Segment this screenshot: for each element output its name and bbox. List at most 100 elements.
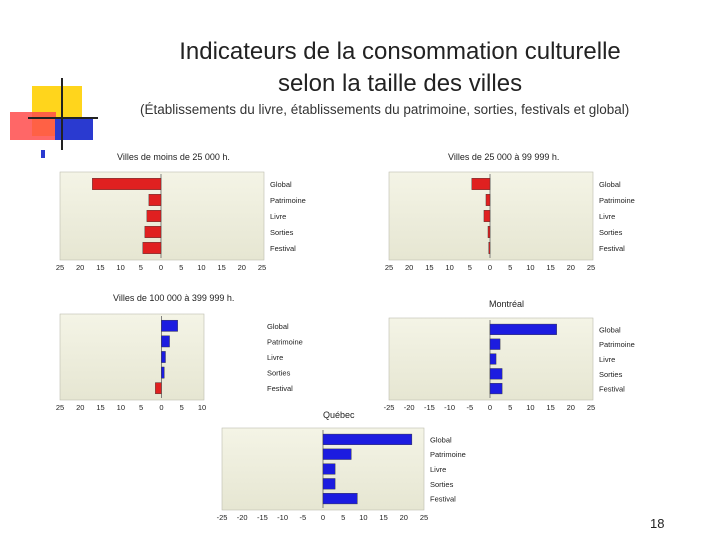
chart-title-quebec: Québec (323, 410, 355, 420)
bar-festival (489, 383, 503, 395)
decor-small-blue-mark (41, 150, 45, 158)
category-label-festival: Festival (270, 244, 296, 253)
bar-livre (483, 210, 491, 222)
bar-patrimoine (485, 194, 491, 206)
bar-sorties (144, 226, 162, 238)
x-tick-label: 20 (76, 263, 84, 272)
category-label-patrimoine: Patrimoine (599, 340, 635, 349)
x-tick-label: 10 (526, 403, 534, 412)
x-tick-label: 15 (546, 403, 554, 412)
category-label-livre: Livre (270, 212, 286, 221)
category-label-livre: Livre (430, 465, 446, 474)
category-label-global: Global (267, 322, 289, 331)
x-tick-label: 15 (546, 263, 554, 272)
bar-festival (488, 242, 491, 254)
x-tick-label: 0 (321, 513, 325, 522)
bar-patrimoine (148, 194, 162, 206)
x-tick-label: -20 (237, 513, 248, 522)
x-tick-label: 20 (400, 513, 408, 522)
x-tick-label: 0 (488, 263, 492, 272)
category-label-festival: Festival (599, 244, 625, 253)
category-label-sorties: Sorties (599, 370, 623, 379)
x-tick-label: 5 (139, 403, 143, 412)
x-tick-label: 5 (180, 403, 184, 412)
bar-festival (142, 242, 162, 254)
x-tick-label: 15 (96, 403, 104, 412)
chart-title-large-towns: Villes de 100 000 à 399 999 h. (113, 293, 235, 303)
bar-festival (155, 382, 162, 395)
x-tick-label: 15 (217, 263, 225, 272)
bar-livre (322, 463, 336, 475)
category-label-sorties: Sorties (267, 369, 291, 378)
category-label-sorties: Sorties (430, 480, 454, 489)
bar-patrimoine (489, 338, 501, 350)
bar-global (322, 433, 413, 445)
x-tick-label: 15 (96, 263, 104, 272)
x-tick-label: -10 (277, 513, 288, 522)
x-tick-label: 5 (508, 403, 512, 412)
decor-horizontal-line (28, 117, 98, 119)
x-tick-label: 10 (116, 263, 124, 272)
x-tick-label: 25 (587, 263, 595, 272)
x-tick-label: 5 (179, 263, 183, 272)
bar-global (161, 319, 178, 332)
bar-patrimoine (322, 448, 352, 460)
bar-sorties (489, 368, 503, 380)
category-label-livre: Livre (267, 353, 283, 362)
x-tick-label: -15 (424, 403, 435, 412)
bar-livre (161, 351, 166, 363)
category-label-livre: Livre (599, 212, 615, 221)
slide-title: Indicateurs de la consommation culturell… (130, 36, 670, 100)
bar-sorties (322, 478, 336, 490)
category-label-festival: Festival (599, 385, 625, 394)
x-tick-label: -5 (299, 513, 306, 522)
x-tick-label: 10 (117, 403, 125, 412)
x-tick-label: 25 (385, 263, 393, 272)
x-tick-label: 10 (197, 263, 205, 272)
chart-title-montreal: Montréal (489, 299, 525, 309)
slide-subtitle: (Établissements du livre, établissements… (140, 102, 630, 117)
decor-blue-square (55, 118, 93, 140)
bar-livre (489, 353, 497, 365)
category-label-sorties: Sorties (599, 228, 623, 237)
x-tick-label: 25 (258, 263, 266, 272)
x-tick-label: -5 (466, 403, 473, 412)
x-tick-label: 10 (526, 263, 534, 272)
x-tick-label: 5 (139, 263, 143, 272)
category-label-global: Global (430, 435, 452, 444)
bar-global (471, 178, 491, 190)
category-label-festival: Festival (267, 384, 293, 393)
category-label-patrimoine: Patrimoine (430, 450, 466, 459)
x-tick-label: 20 (567, 263, 575, 272)
page-number: 18 (650, 516, 665, 531)
x-tick-label: -20 (404, 403, 415, 412)
x-tick-label: 5 (341, 513, 345, 522)
plot-area (388, 171, 594, 261)
bar-livre (146, 210, 162, 222)
bar-sorties (161, 366, 165, 379)
x-tick-label: 10 (359, 513, 367, 522)
decor-red-square (10, 112, 56, 140)
bar-festival (322, 493, 358, 505)
category-label-global: Global (270, 180, 292, 189)
x-tick-label: -10 (444, 403, 455, 412)
x-tick-label: -15 (257, 513, 268, 522)
x-tick-label: 25 (587, 403, 595, 412)
slide-title-line2: selon la taille des villes (277, 70, 523, 97)
plot-area (59, 313, 205, 401)
x-tick-label: -25 (217, 513, 228, 522)
bar-global (489, 323, 557, 335)
x-tick-label: 10 (445, 263, 453, 272)
category-label-patrimoine: Patrimoine (599, 196, 635, 205)
category-label-festival: Festival (430, 495, 456, 504)
x-tick-label: 10 (198, 403, 206, 412)
category-label-global: Global (599, 325, 621, 334)
x-tick-label: 20 (405, 263, 413, 272)
chart-title-mid-towns: Villes de 25 000 à 99 999 h. (448, 152, 560, 162)
slide-title-line1: Indicateurs de la consommation culturell… (179, 38, 621, 65)
chart-title-small-towns: Villes de moins de 25 000 h. (117, 152, 230, 162)
x-tick-label: 20 (567, 403, 575, 412)
